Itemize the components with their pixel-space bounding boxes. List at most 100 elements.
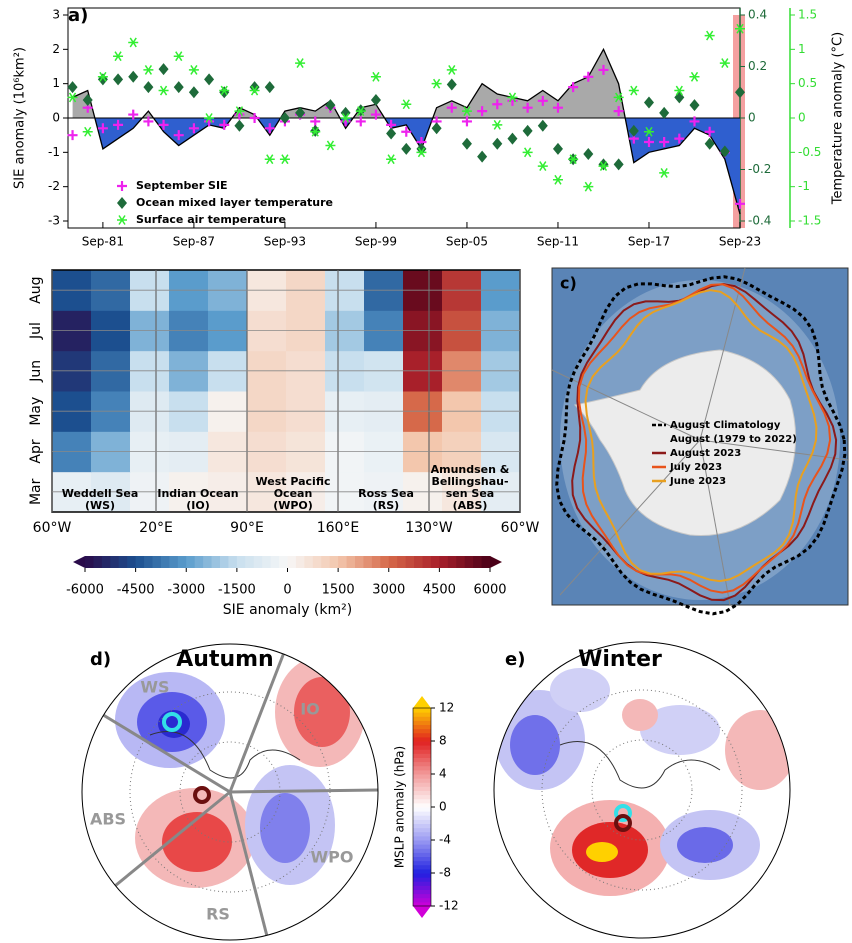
colorbar-segment (413, 799, 431, 804)
diamond-marker (159, 63, 169, 75)
star-marker (492, 120, 502, 129)
colorbar-segment (389, 556, 398, 568)
diamond-marker (674, 91, 684, 103)
x-tick-label: 90°E (230, 520, 264, 536)
legend-marker (117, 181, 127, 191)
colorbar-segment (413, 725, 431, 730)
star-marker (386, 155, 396, 164)
x-tick-label: Sep-17 (628, 235, 670, 249)
colorbar-tick-label: -4 (439, 833, 451, 847)
diamond-marker (174, 81, 184, 93)
diamond-marker (68, 81, 78, 93)
diamond-marker (219, 86, 229, 98)
y-tick-label: 0 (52, 111, 60, 125)
star-marker (159, 86, 169, 95)
colorbar-segment (136, 556, 145, 568)
star-marker (113, 52, 123, 61)
y-tick-label: Apr (28, 439, 44, 463)
panel-a: -3-2-10123-0.4-0.200.20.4-1.5-1-0.500.51… (13, 8, 846, 281)
colorbar-segment (456, 556, 465, 568)
colorbar-segment (153, 556, 162, 568)
colorbar-segment (413, 712, 431, 717)
region-label: IO (300, 700, 320, 719)
legend-label: September SIE (136, 179, 228, 192)
colorbar-segment (413, 741, 431, 746)
y3-tick-label: 1.5 (798, 8, 817, 22)
y3-tick-label: 1 (798, 42, 806, 56)
diamond-marker (113, 73, 123, 85)
legend-label: August 2023 (670, 448, 741, 459)
colorbar-tick-label: 6000 (473, 583, 506, 598)
panel-d: d) Autumn WS IO WPO RS ABS (82, 644, 378, 940)
diamond-marker (98, 73, 108, 85)
colorbar-segment (178, 556, 187, 568)
star-marker (189, 65, 199, 74)
region-label: (ABS) (453, 499, 488, 512)
diamond-marker (265, 81, 275, 93)
colorbar-segment (330, 556, 339, 568)
legend-label: June 2023 (669, 476, 726, 487)
colorbar-segment (413, 828, 431, 833)
star-marker (174, 52, 184, 61)
legend-marker (117, 197, 127, 209)
legend-label: July 2023 (669, 462, 722, 473)
colorbar-segment (413, 873, 431, 878)
colorbar-segment (413, 852, 431, 857)
diamond-marker (204, 73, 214, 85)
star-marker (143, 65, 153, 74)
colorbar-segment (413, 803, 431, 808)
colorbar-segment (431, 556, 440, 568)
region-label: RS (206, 905, 230, 924)
colorbar-segment (372, 556, 381, 568)
panel-label: c) (560, 274, 577, 293)
anomaly-blob (550, 668, 610, 712)
colorbar-end (413, 906, 431, 918)
colorbar-tick-label: -12 (439, 899, 459, 913)
star-marker (280, 155, 290, 164)
page: body { margin: 0; background: #fff; font… (0, 0, 852, 943)
y-tick-label: -1 (48, 145, 60, 159)
colorbar-segment (482, 556, 491, 568)
panel-e: e) Winter (494, 642, 795, 938)
colorbar-segment (413, 786, 431, 791)
panel-c: August ClimatologyAugust (1979 to 2022)A… (552, 268, 848, 614)
polar-bg (494, 642, 790, 938)
anomaly-blob (260, 793, 310, 863)
colorbar-segment (413, 811, 431, 816)
x-tick-label: 60°W (501, 520, 540, 536)
diamond-marker (523, 125, 533, 137)
plus-marker (68, 130, 78, 140)
y3-tick-label: -1 (798, 179, 810, 193)
colorbar-segment (271, 556, 280, 568)
colorbar-segment (296, 556, 305, 568)
colorbar-segment (413, 782, 431, 787)
colorbar-segment (212, 556, 221, 568)
y-axis-label: SIE anomaly (10⁶km²) (13, 47, 28, 189)
x-tick-label: Sep-11 (537, 235, 579, 249)
legend-marker (117, 216, 127, 225)
colorbar-segment (413, 766, 431, 771)
y-tick-label: Aug (28, 276, 44, 303)
diamond-marker (644, 97, 654, 109)
x-tick-label: Sep-81 (82, 235, 124, 249)
colorbar-tick-label: -4500 (117, 583, 155, 598)
colorbar-segment (355, 556, 364, 568)
anomaly-blob (586, 842, 618, 862)
colorbar-segment (413, 848, 431, 853)
colorbar-segment (413, 733, 431, 738)
y2-tick-label: 0.4 (748, 8, 767, 22)
x-tick-label: 130°W (405, 520, 453, 536)
colorbar-segment (413, 865, 431, 870)
colorbar-tick-label: 0 (439, 800, 447, 814)
colorbar-segment (413, 861, 431, 866)
star-marker (553, 175, 563, 184)
star-marker (371, 72, 381, 81)
x-tick-label: Sep-23 (719, 235, 761, 249)
colorbar-segment (413, 737, 431, 742)
colorbar-segment (102, 556, 111, 568)
colorbar-segment (413, 894, 431, 899)
star-marker (689, 72, 699, 81)
colorbar-segment (413, 774, 431, 779)
diamond-marker (371, 94, 381, 106)
diamond-marker (447, 79, 457, 91)
